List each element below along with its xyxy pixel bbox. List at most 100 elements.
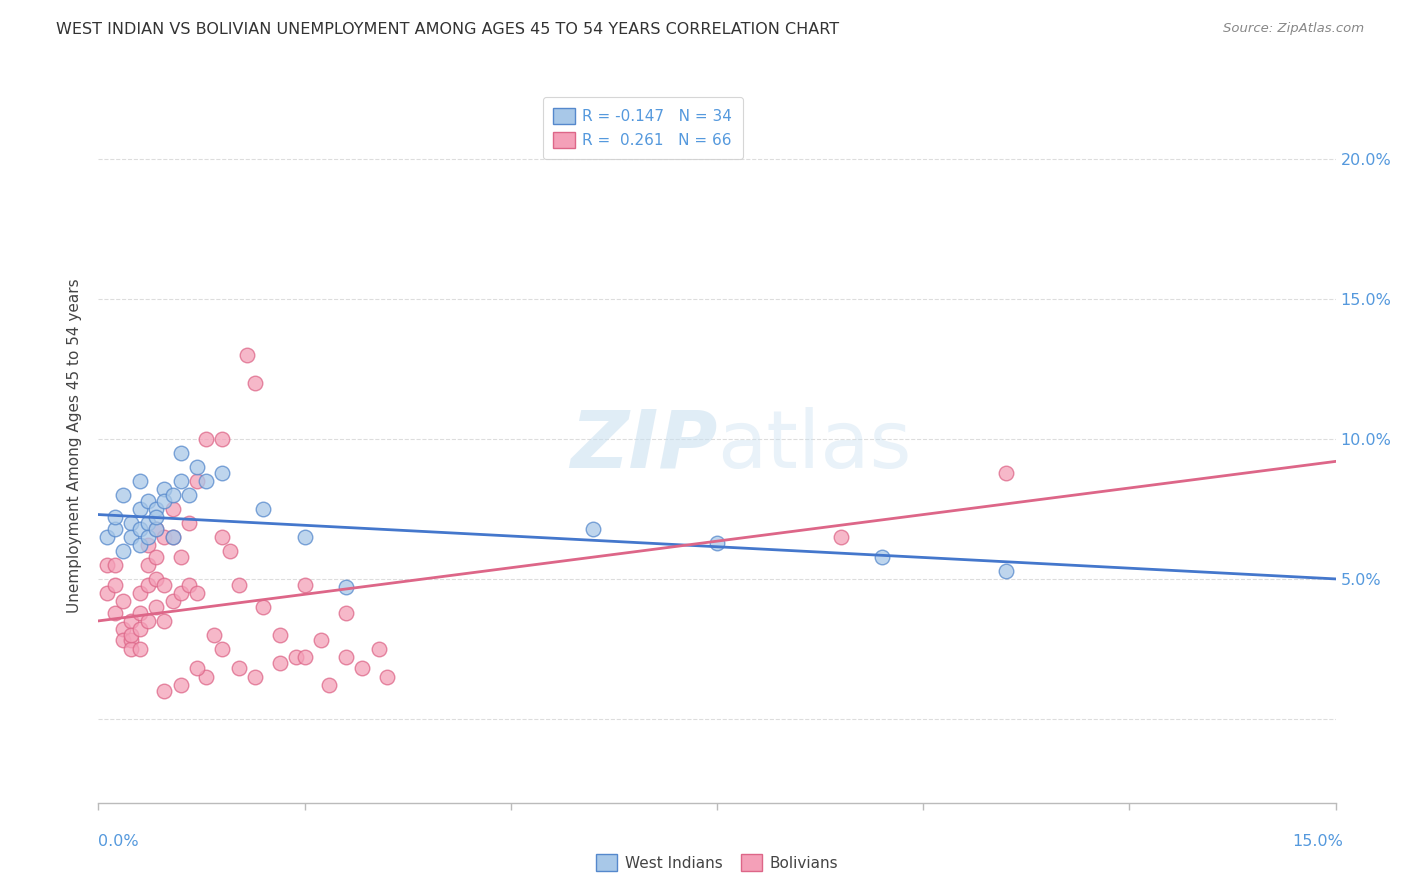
Point (104, 606, 127, 620)
Point (128, 622, 150, 636)
Point (112, 594, 135, 608)
Point (252, 599, 274, 614)
Point (352, 661, 374, 675)
Point (285, 650, 308, 665)
Point (153, 483, 176, 497)
Point (96, 586, 118, 600)
Point (162, 488, 184, 502)
Point (153, 530, 176, 544)
Point (112, 622, 135, 636)
Point (153, 493, 176, 508)
Point (269, 656, 291, 670)
Point (112, 488, 135, 502)
Point (219, 544, 242, 558)
Point (170, 678, 193, 692)
Point (145, 572, 167, 586)
Point (243, 670, 266, 684)
Point (136, 558, 159, 572)
Point (104, 522, 127, 536)
Point (120, 614, 142, 628)
Point (211, 641, 233, 656)
Point (128, 474, 150, 488)
Point (335, 650, 357, 665)
Point (120, 530, 142, 544)
Point (128, 641, 150, 656)
Point (294, 530, 316, 544)
Point (186, 474, 208, 488)
Point (294, 650, 316, 665)
Point (136, 538, 159, 552)
Point (335, 606, 357, 620)
Point (128, 538, 150, 552)
Point (186, 586, 208, 600)
Point (194, 474, 217, 488)
Point (128, 502, 150, 516)
Point (104, 558, 127, 572)
Legend: West Indians, Bolivians: West Indians, Bolivians (589, 848, 845, 877)
Point (994, 466, 1017, 480)
Point (162, 502, 184, 516)
Point (136, 577, 159, 591)
Point (153, 614, 176, 628)
Text: 0.0%: 0.0% (98, 834, 139, 849)
Point (153, 577, 176, 591)
Point (145, 599, 167, 614)
Text: 15.0%: 15.0% (1292, 834, 1343, 849)
Text: ZIP: ZIP (569, 407, 717, 485)
Point (120, 628, 142, 642)
Point (582, 522, 605, 536)
Text: WEST INDIAN VS BOLIVIAN UNEMPLOYMENT AMONG AGES 45 TO 54 YEARS CORRELATION CHART: WEST INDIAN VS BOLIVIAN UNEMPLOYMENT AMO… (56, 22, 839, 37)
Point (120, 516, 142, 530)
Point (179, 577, 201, 591)
Point (994, 564, 1017, 578)
Point (269, 628, 291, 642)
Point (179, 488, 201, 502)
Point (153, 684, 176, 698)
Point (335, 580, 357, 594)
Point (104, 577, 127, 591)
Point (170, 586, 193, 600)
Point (318, 678, 340, 692)
Point (145, 522, 167, 536)
Point (228, 661, 250, 675)
Point (170, 446, 193, 460)
Point (112, 633, 135, 648)
Point (162, 594, 184, 608)
Point (194, 670, 217, 684)
Point (186, 460, 208, 475)
Y-axis label: Unemployment Among Ages 45 to 54 years: Unemployment Among Ages 45 to 54 years (67, 278, 83, 614)
Point (120, 641, 142, 656)
Point (162, 530, 184, 544)
Point (367, 641, 389, 656)
Point (162, 530, 184, 544)
Point (706, 535, 728, 549)
Point (170, 474, 193, 488)
Text: atlas: atlas (717, 407, 911, 485)
Point (309, 633, 332, 648)
Point (112, 544, 135, 558)
Point (179, 516, 201, 530)
Point (194, 432, 217, 446)
Point (870, 549, 893, 564)
Point (145, 510, 167, 524)
Point (128, 606, 150, 620)
Point (128, 522, 150, 536)
Point (96, 558, 118, 572)
Point (211, 530, 233, 544)
Point (294, 577, 316, 591)
Point (202, 628, 225, 642)
Point (243, 376, 266, 390)
Point (104, 510, 127, 524)
Point (186, 661, 208, 675)
Point (136, 614, 159, 628)
Point (170, 549, 193, 564)
Point (252, 502, 274, 516)
Point (136, 493, 159, 508)
Point (211, 466, 233, 480)
Point (128, 586, 150, 600)
Text: Source: ZipAtlas.com: Source: ZipAtlas.com (1223, 22, 1364, 36)
Point (120, 633, 142, 648)
Point (236, 348, 259, 362)
Point (145, 502, 167, 516)
Point (136, 530, 159, 544)
